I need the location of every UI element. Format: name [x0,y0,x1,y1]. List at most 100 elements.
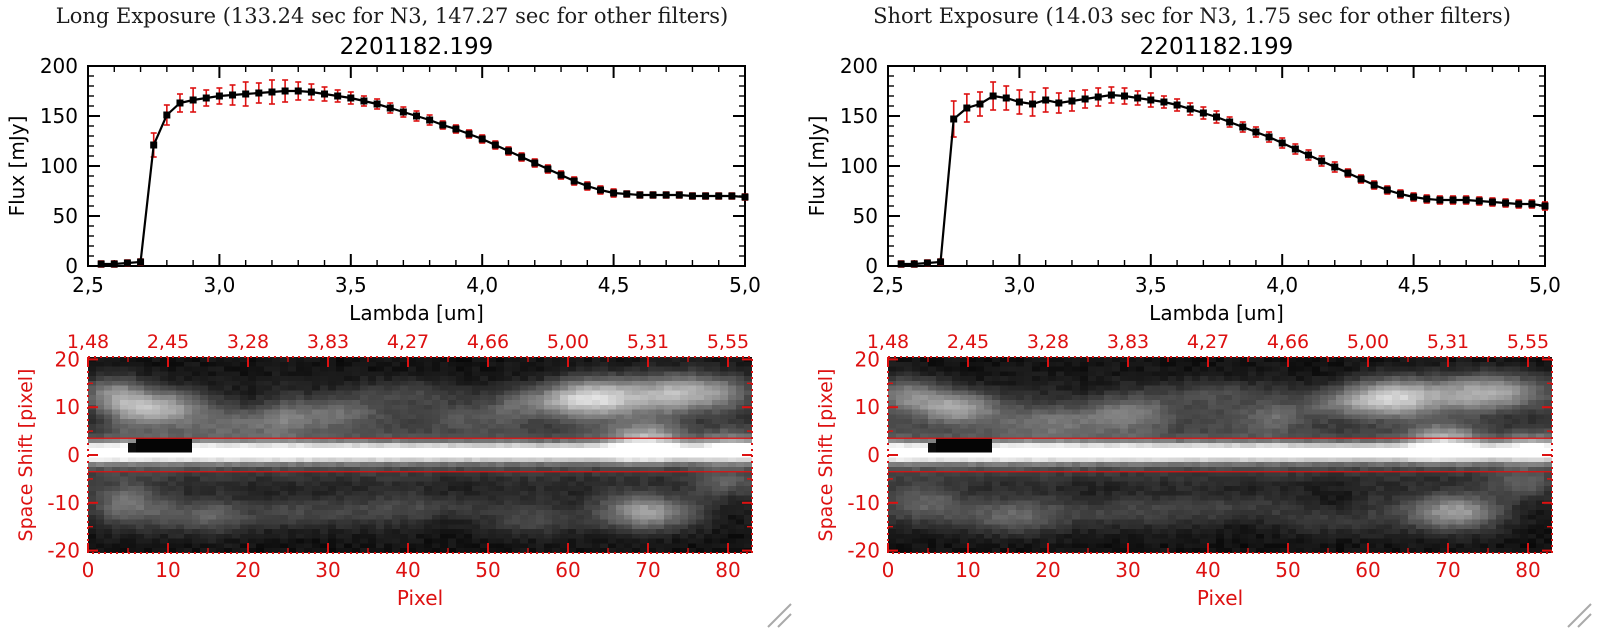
y-tick-label: 100 [40,154,78,178]
panel-header: Short Exposure (14.03 sec for N3, 1.75 s… [873,4,1511,28]
wavelength-tick-label: 3,83 [307,331,349,353]
wavelength-tick-label: 4,27 [387,331,429,353]
wavelength-tick-label: 3,28 [1027,331,1069,353]
x-tick-label: 4,5 [598,273,630,297]
image-y-axis-label: Space Shift [pixel] [815,369,837,542]
wavelength-tick-label: 2,45 [947,331,989,353]
resize-grip[interactable] [767,603,792,628]
shift-tick-label: -20 [47,539,80,563]
x-axis-label: Lambda [um] [349,301,484,325]
spectrum-plot: 2201182.199 2,5 3,0 3,5 4,0 4,5 5,0 0 50 100 150 20… [805,34,1561,325]
panel-long-exposure: Long Exposure (133.24 sec for N3, 147.27… [5,4,792,628]
pixel-tick-label: 80 [1515,558,1540,582]
x-tick-label: 3,5 [1135,273,1167,297]
y-tick-label: 50 [53,204,78,228]
shift-tick-label: -20 [847,539,880,563]
image-y-axis-label: Space Shift [pixel] [15,369,37,542]
wavelength-tick-label: 5,00 [1347,331,1389,353]
shift-tick-label: 0 [67,443,80,467]
resize-grip[interactable] [1567,603,1592,628]
spectrum-title: 2201182.199 [1140,34,1294,60]
pixel-tick-label: 20 [1035,558,1060,582]
y-axis-label: Flux [mJy] [5,116,29,217]
panel-header: Long Exposure (133.24 sec for N3, 147.27… [55,4,729,28]
x-axis-label: Lambda [um] [1149,301,1284,325]
spectral-image-axes: 0 1,48 10 2,45 20 3,28 30 3,83 40 4,27 50 4,66 60 5,0… [15,331,753,610]
pixel-tick-label: 20 [235,558,260,582]
spectrum-line [901,93,1546,266]
wavelength-tick-label: 5,31 [1427,331,1469,353]
y-tick-label: 200 [840,54,878,78]
wavelength-tick-label: 5,55 [707,331,749,353]
y-tick-label: 150 [840,104,878,128]
y-tick-label: 100 [840,154,878,178]
spectral-2d-image [88,357,752,553]
pixel-tick-label: 40 [1195,558,1220,582]
wavelength-tick-label: 4,66 [1267,331,1309,353]
image-frame [887,356,1553,554]
pixel-tick-label: 10 [155,558,180,582]
x-tick-label: 3,5 [335,273,367,297]
wavelength-tick-label: 3,83 [1107,331,1149,353]
pixel-tick-label: 0 [882,558,895,582]
spectrum-markers [97,87,749,268]
image-x-axis-label: Pixel [1197,586,1243,610]
pixel-tick-label: 30 [1115,558,1140,582]
spectrum-frame [887,65,1546,267]
spectrum-plot: 2201182.199 2,5 3,0 3,5 4,0 4,5 5,0 0 50 100 150 20… [5,34,761,325]
pixel-tick-label: 50 [1275,558,1300,582]
pixel-tick-label: 60 [1355,558,1380,582]
x-tick-label: 2,5 [72,273,104,297]
wavelength-tick-label: 1,48 [67,331,109,353]
x-tick-label: 3,0 [1003,273,1035,297]
x-tick-label: 5,0 [729,273,761,297]
image-frame [87,356,753,554]
shift-tick-label: -10 [847,491,880,515]
pixel-tick-label: 0 [82,558,95,582]
x-tick-label: 5,0 [1529,273,1561,297]
image-x-axis-label: Pixel [397,586,443,610]
pixel-tick-label: 70 [635,558,660,582]
error-bars [898,81,1548,268]
shift-tick-label: 20 [855,347,880,371]
x-tick-label: 4,5 [1398,273,1430,297]
pixel-tick-label: 30 [315,558,340,582]
spectral-image-axes: 0 1,48 10 2,45 20 3,28 30 3,83 40 4,27 50 4,66 60 5,0… [815,331,1553,610]
panel-short-exposure: Short Exposure (14.03 sec for N3, 1.75 s… [800,0,1600,630]
wavelength-tick-label: 2,45 [147,331,189,353]
y-tick-label: 0 [65,254,78,278]
pixel-tick-label: 40 [395,558,420,582]
y-tick-label: 150 [40,104,78,128]
spectrum-line [101,89,746,266]
x-tick-label: 4,0 [1266,273,1298,297]
y-tick-label: 200 [40,54,78,78]
pixel-tick-label: 50 [475,558,500,582]
x-tick-label: 3,0 [203,273,235,297]
pixel-tick-label: 60 [555,558,580,582]
shift-tick-label: 10 [855,395,880,419]
pixel-tick-label: 80 [715,558,740,582]
y-tick-label: 0 [865,254,878,278]
error-bars [98,79,748,268]
x-tick-label: 2,5 [872,273,904,297]
wavelength-tick-label: 1,48 [867,331,909,353]
spectrum-markers [897,91,1549,268]
shift-tick-label: 10 [55,395,80,419]
wavelength-tick-label: 4,66 [467,331,509,353]
spectrum-frame [87,65,746,267]
spectrum-title: 2201182.199 [340,34,494,60]
shift-tick-label: 20 [55,347,80,371]
spectral-2d-image [888,357,1552,553]
wavelength-tick-label: 4,27 [1187,331,1229,353]
y-axis-label: Flux [mJy] [805,116,829,217]
pixel-tick-label: 10 [955,558,980,582]
wavelength-tick-label: 5,55 [1507,331,1549,353]
wavelength-tick-label: 5,00 [547,331,589,353]
y-tick-label: 50 [853,204,878,228]
pixel-tick-label: 70 [1435,558,1460,582]
x-tick-label: 4,0 [466,273,498,297]
shift-tick-label: 0 [867,443,880,467]
